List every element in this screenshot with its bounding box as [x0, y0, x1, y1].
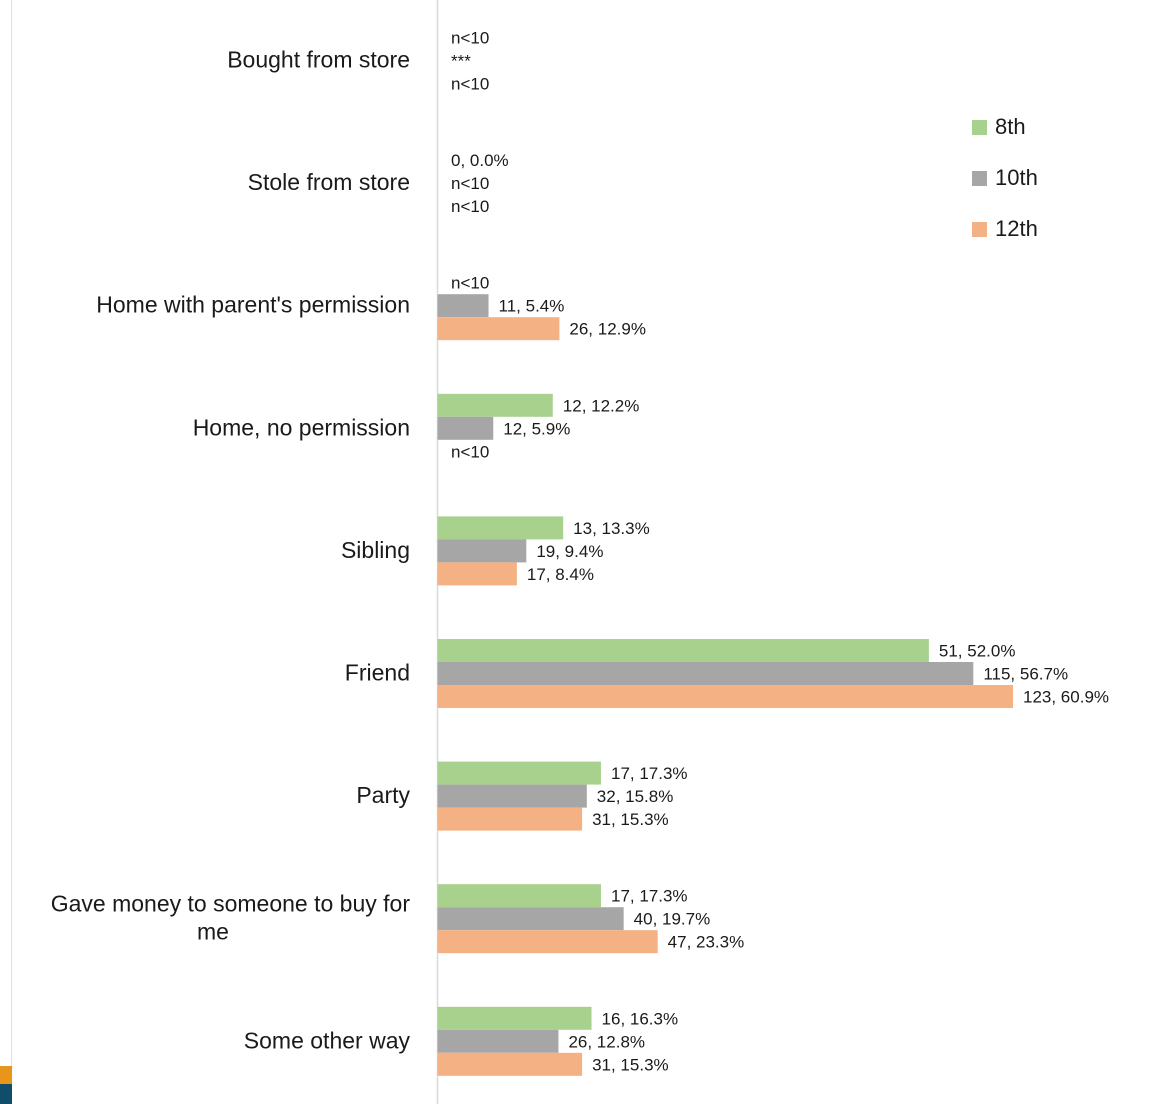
category-label: Bought from store — [227, 47, 410, 73]
category-label: Friend — [345, 660, 410, 686]
data-label: 26, 12.8% — [568, 1032, 645, 1051]
data-label: 13, 13.3% — [573, 519, 650, 538]
legend: 8th 10th 12th — [972, 114, 1038, 241]
data-label: 11, 5.4% — [499, 297, 565, 316]
legend-swatch-8th — [972, 120, 987, 135]
bar-12th-8 — [437, 1052, 583, 1076]
bar-10th-6 — [437, 784, 587, 808]
data-label: *** — [451, 52, 471, 71]
data-label: 47, 23.3% — [668, 933, 745, 952]
legend-swatch-10th — [972, 171, 987, 186]
data-label: n<10 — [451, 29, 489, 48]
bar-12th-7 — [437, 930, 658, 954]
category-label: Stole from store — [248, 169, 410, 195]
category-label: Party — [356, 782, 410, 808]
data-label: 31, 15.3% — [592, 810, 669, 829]
bar-10th-7 — [437, 907, 624, 931]
legend-label: 8th — [995, 114, 1026, 139]
bar-8th-6 — [437, 761, 601, 785]
data-label: n<10 — [451, 174, 489, 193]
bar-10th-5 — [437, 662, 974, 685]
data-label: 26, 12.9% — [569, 320, 646, 339]
bar-12th-6 — [437, 807, 583, 831]
bar-8th-4 — [437, 516, 564, 540]
category-label: Home with parent's permission — [96, 292, 410, 318]
data-label: 17, 17.3% — [611, 887, 688, 906]
bars — [437, 294, 1014, 1076]
data-label: 123, 60.9% — [1023, 688, 1109, 707]
bar-12th-5 — [437, 685, 1014, 708]
data-label: 32, 15.8% — [597, 787, 674, 806]
data-label: 17, 17.3% — [611, 764, 688, 783]
corner-accent — [0, 1066, 12, 1104]
bar-8th-7 — [437, 884, 601, 908]
data-label: 12, 12.2% — [563, 396, 640, 415]
data-label: 19, 9.4% — [536, 542, 603, 561]
data-label: 115, 56.7% — [983, 665, 1068, 684]
data-label: 31, 15.3% — [592, 1055, 669, 1074]
data-label: n<10 — [451, 197, 489, 216]
bar-12th-2 — [437, 317, 560, 341]
data-label: n<10 — [451, 274, 489, 293]
category-labels: Bought from store Stole from store Home wi… — [51, 47, 411, 1054]
data-label: n<10 — [451, 442, 489, 461]
data-label: 0, 0.0% — [451, 151, 509, 170]
bar-8th-3 — [437, 393, 553, 417]
legend-swatch-12th — [972, 222, 987, 237]
data-label: 16, 16.3% — [602, 1009, 679, 1028]
category-label: Sibling — [341, 537, 410, 563]
bar-10th-4 — [437, 539, 527, 563]
legend-label: 12th — [995, 216, 1038, 241]
bar-10th-8 — [437, 1029, 559, 1053]
legend-label: 10th — [995, 165, 1038, 190]
category-label: Gave money to someone to buy for — [51, 891, 411, 917]
corner-accent-orange — [0, 1066, 12, 1084]
category-label: Home, no permission — [193, 414, 410, 440]
bar-8th-5 — [437, 639, 929, 662]
data-label: 17, 8.4% — [527, 565, 594, 584]
corner-accent-teal — [0, 1084, 12, 1104]
bar-8th-8 — [437, 1006, 592, 1030]
category-label: me — [197, 919, 229, 945]
bar-12th-4 — [437, 562, 517, 586]
bar-10th-2 — [437, 294, 489, 318]
data-label: 12, 5.9% — [503, 419, 570, 438]
category-label: Some other way — [244, 1027, 411, 1053]
data-label: n<10 — [451, 75, 489, 94]
data-label: 51, 52.0% — [939, 642, 1016, 661]
data-label: 40, 19.7% — [634, 910, 711, 929]
bar-10th-3 — [437, 416, 494, 440]
